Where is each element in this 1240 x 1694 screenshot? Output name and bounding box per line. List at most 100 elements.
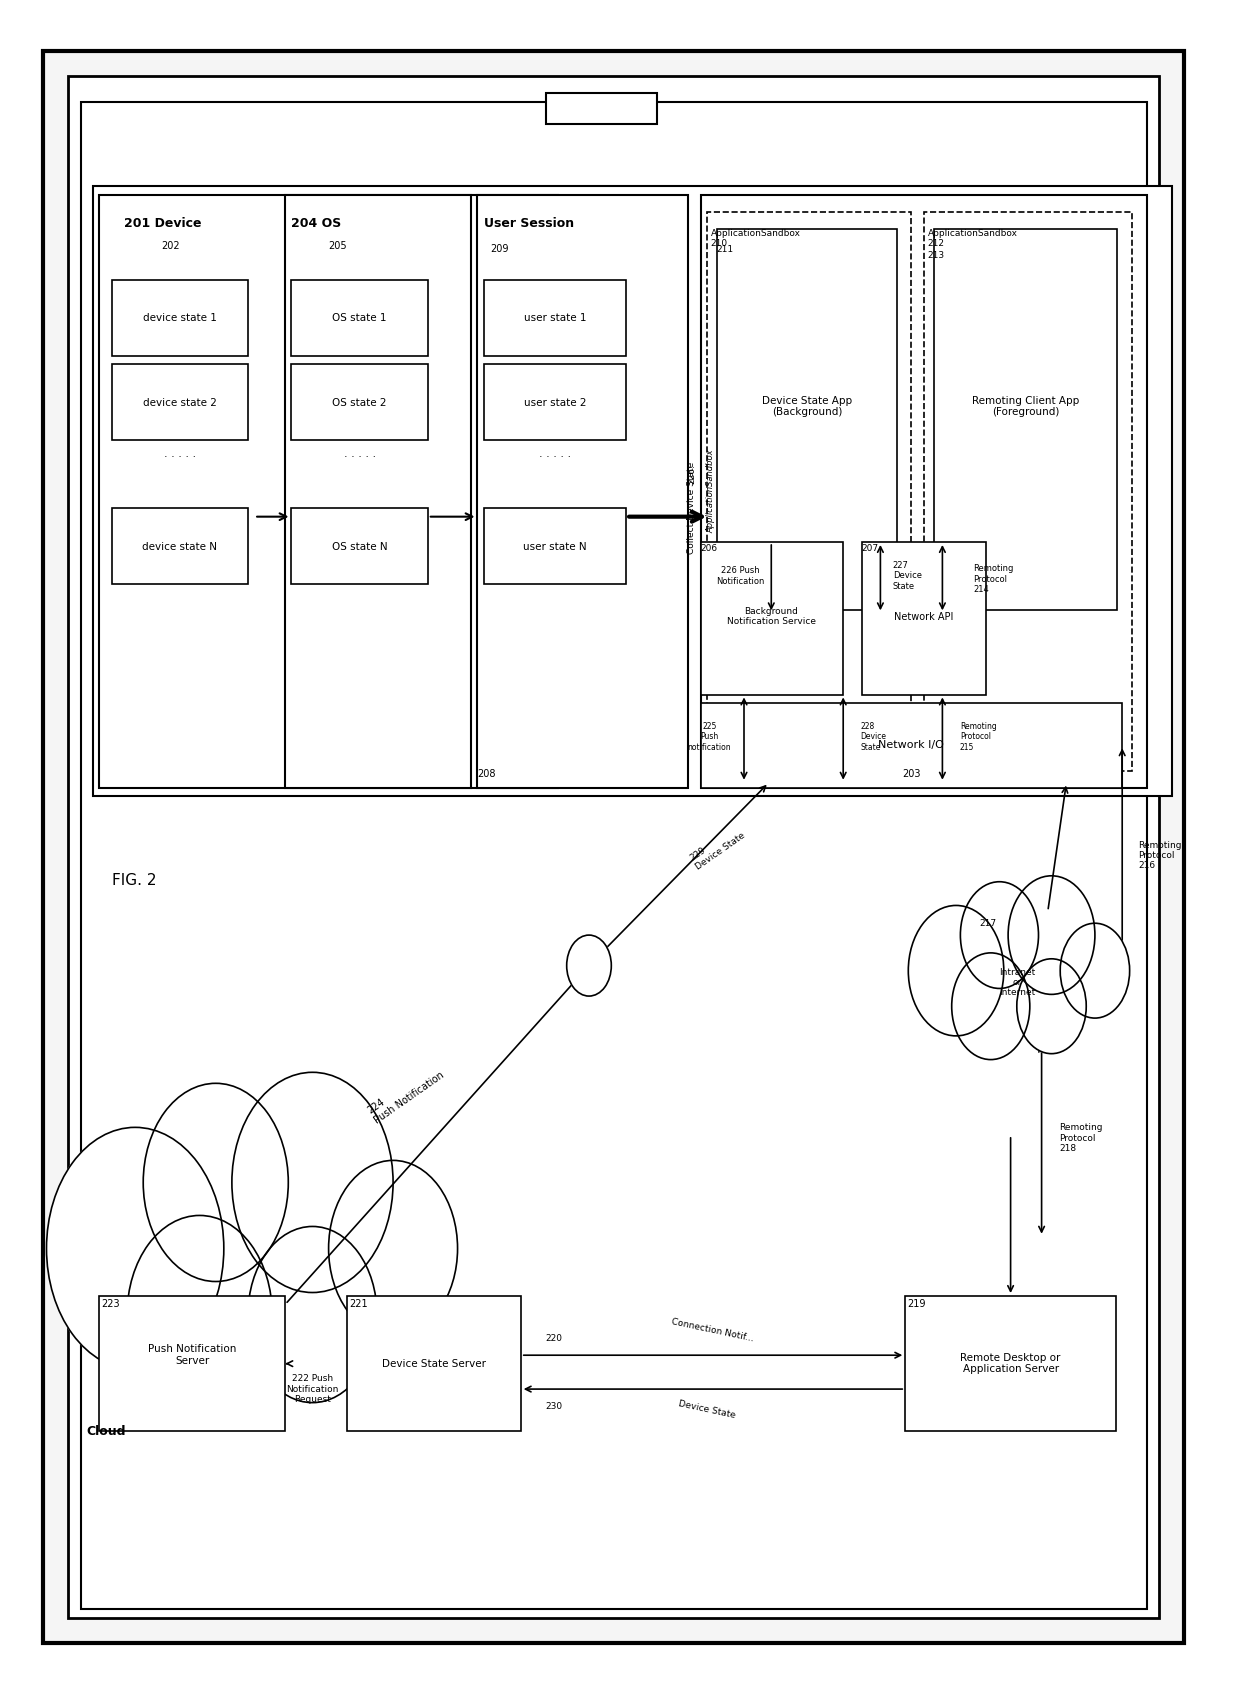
Text: Device State: Device State <box>677 1399 737 1420</box>
Text: 230: 230 <box>546 1401 563 1411</box>
FancyBboxPatch shape <box>701 542 843 695</box>
Text: user state 1: user state 1 <box>523 313 587 324</box>
Circle shape <box>1008 876 1095 994</box>
Text: 208: 208 <box>477 769 496 779</box>
Text: 226:: 226: <box>687 464 697 484</box>
Text: 212: 212 <box>928 239 945 249</box>
FancyBboxPatch shape <box>81 102 1147 1609</box>
Text: OS state N: OS state N <box>332 542 387 552</box>
Text: Collect Device State: Collect Device State <box>687 462 697 554</box>
Bar <box>924 212 1132 771</box>
Text: 213: 213 <box>928 251 945 261</box>
Text: user state 2: user state 2 <box>523 398 587 408</box>
Text: 220: 220 <box>546 1333 563 1343</box>
Text: device state 2: device state 2 <box>143 398 217 408</box>
FancyBboxPatch shape <box>291 280 428 356</box>
Text: Device State App
(Background): Device State App (Background) <box>763 396 852 417</box>
Text: 217: 217 <box>980 918 997 928</box>
FancyBboxPatch shape <box>546 93 657 124</box>
Text: Remoting
Protocol
215: Remoting Protocol 215 <box>960 722 997 752</box>
Text: device state 1: device state 1 <box>143 313 217 324</box>
FancyBboxPatch shape <box>934 229 1117 610</box>
FancyBboxPatch shape <box>717 229 897 610</box>
Text: 225
Push
notification: 225 Push notification <box>687 722 732 752</box>
Text: 201 Device: 201 Device <box>124 217 201 230</box>
Text: 207: 207 <box>862 544 879 554</box>
Circle shape <box>128 1216 273 1413</box>
Circle shape <box>248 1226 377 1403</box>
FancyBboxPatch shape <box>347 1296 521 1431</box>
FancyBboxPatch shape <box>862 542 986 695</box>
FancyBboxPatch shape <box>112 508 248 584</box>
Text: device state N: device state N <box>143 542 217 552</box>
Circle shape <box>567 935 611 996</box>
FancyBboxPatch shape <box>99 1296 285 1431</box>
Text: · · · · ·: · · · · · <box>539 452 570 462</box>
Text: Cloud: Cloud <box>87 1425 126 1438</box>
Text: Remoting
Protocol
216: Remoting Protocol 216 <box>1138 840 1182 871</box>
FancyBboxPatch shape <box>905 1296 1116 1431</box>
FancyBboxPatch shape <box>291 364 428 440</box>
Circle shape <box>951 952 1029 1060</box>
Text: Network I/O: Network I/O <box>878 740 945 750</box>
FancyBboxPatch shape <box>484 364 626 440</box>
Text: 222 Push
Notification
Request: 222 Push Notification Request <box>286 1374 339 1404</box>
Text: 206: 206 <box>701 544 718 554</box>
Circle shape <box>908 905 1003 1037</box>
Text: 205: 205 <box>329 241 347 251</box>
Circle shape <box>232 1072 393 1293</box>
Text: 226 Push
Notification: 226 Push Notification <box>715 566 765 586</box>
Text: OS state 2: OS state 2 <box>332 398 387 408</box>
Circle shape <box>960 883 1039 989</box>
Text: ApplicationSandbox: ApplicationSandbox <box>928 229 1018 239</box>
Text: Push Notification
Server: Push Notification Server <box>148 1345 237 1365</box>
FancyBboxPatch shape <box>701 195 1147 788</box>
Text: 223: 223 <box>102 1299 120 1309</box>
FancyBboxPatch shape <box>112 364 248 440</box>
Text: OS state 1: OS state 1 <box>332 313 387 324</box>
FancyBboxPatch shape <box>291 508 428 584</box>
Text: 202: 202 <box>161 241 180 251</box>
Text: 210: 210 <box>711 239 728 249</box>
Text: 204 OS: 204 OS <box>291 217 342 230</box>
Text: Connection Notif...: Connection Notif... <box>671 1316 755 1343</box>
Text: 221: 221 <box>350 1299 368 1309</box>
FancyBboxPatch shape <box>93 186 1172 796</box>
Text: Remoting
Protocol
218: Remoting Protocol 218 <box>1059 1123 1102 1154</box>
Text: · · · · ·: · · · · · <box>343 452 376 462</box>
Text: 219: 219 <box>908 1299 926 1309</box>
Text: FIG. 2: FIG. 2 <box>112 874 156 888</box>
FancyBboxPatch shape <box>99 195 558 788</box>
Text: user state N: user state N <box>523 542 587 552</box>
Text: Background
Notification Service: Background Notification Service <box>727 606 816 627</box>
Circle shape <box>1060 923 1130 1018</box>
Text: Network API: Network API <box>894 612 954 622</box>
Text: 211: 211 <box>717 244 734 254</box>
Text: 228
Device
State: 228 Device State <box>861 722 887 752</box>
Text: ApplicationSandbox: ApplicationSandbox <box>706 449 715 534</box>
Text: Remoting
Protocol
214: Remoting Protocol 214 <box>973 564 1014 595</box>
Circle shape <box>144 1084 288 1282</box>
Text: Remoting Client App
(Foreground): Remoting Client App (Foreground) <box>972 396 1079 417</box>
FancyBboxPatch shape <box>477 195 688 788</box>
Text: 209: 209 <box>490 244 508 254</box>
Text: Intranet
or
Internet: Intranet or Internet <box>998 967 1035 998</box>
Text: · · · · ·: · · · · · <box>164 452 196 462</box>
FancyBboxPatch shape <box>285 195 471 788</box>
Text: ApplicationSandbox: ApplicationSandbox <box>711 229 801 239</box>
Text: Remote Desktop or
Application Server: Remote Desktop or Application Server <box>961 1354 1060 1374</box>
Text: User Session: User Session <box>484 217 574 230</box>
Circle shape <box>46 1128 223 1369</box>
Text: 203: 203 <box>903 769 920 779</box>
FancyBboxPatch shape <box>484 508 626 584</box>
FancyBboxPatch shape <box>43 51 1184 1643</box>
Circle shape <box>1017 959 1086 1054</box>
Text: 229
Device State: 229 Device State <box>688 822 746 872</box>
Text: 227
Device
State: 227 Device State <box>893 561 921 591</box>
Circle shape <box>329 1160 458 1337</box>
FancyBboxPatch shape <box>68 76 1159 1618</box>
FancyBboxPatch shape <box>701 703 1122 788</box>
FancyBboxPatch shape <box>484 280 626 356</box>
Bar <box>707 212 911 771</box>
Text: Device State Server: Device State Server <box>382 1359 486 1369</box>
